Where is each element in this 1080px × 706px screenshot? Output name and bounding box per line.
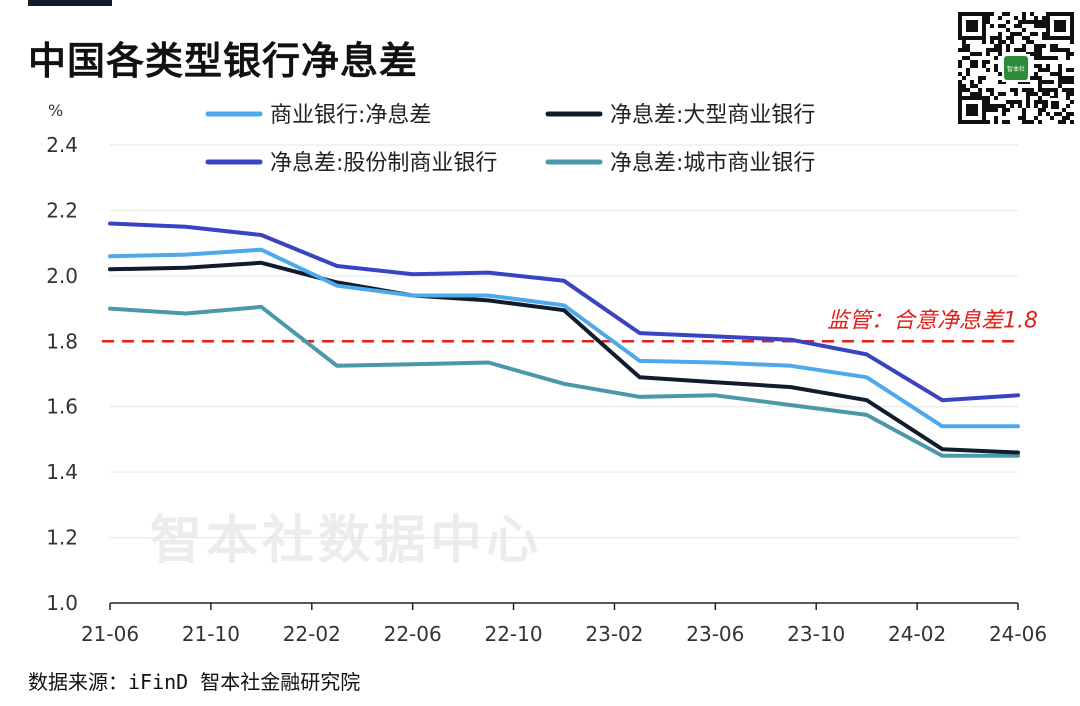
y-axis-unit: % <box>48 101 63 120</box>
qr-center-label: 智本社 <box>1007 65 1025 73</box>
x-tick-label: 22-06 <box>384 622 442 646</box>
source-note: 数据来源：iFinD 智本社金融研究院 <box>28 670 361 694</box>
y-tick-label: 1.0 <box>46 591 78 615</box>
y-tick-label: 2.4 <box>46 133 78 157</box>
y-tick-label: 1.8 <box>46 329 78 353</box>
x-tick-label: 22-02 <box>283 622 341 646</box>
y-tick-label: 2.0 <box>46 264 78 288</box>
x-tick-label: 21-10 <box>182 622 240 646</box>
y-tick-label: 1.4 <box>46 460 78 484</box>
series-line-1 <box>108 247 1020 429</box>
qr-code-image: 智本社 <box>958 12 1074 124</box>
x-tick-label: 21-06 <box>81 622 139 646</box>
legend-label: 净息差:城市商业银行 <box>610 151 815 176</box>
page-title: 中国各类型银行净息差 <box>28 39 419 83</box>
legend-label: 商业银行:净息差 <box>270 103 431 128</box>
watermark: 智本社数据中心 <box>150 511 543 571</box>
y-tick-label: 1.2 <box>46 526 78 550</box>
legend-label: 净息差:大型商业银行 <box>610 103 815 128</box>
reference-line-label: 监管：合意净息差1.8 <box>827 308 1038 333</box>
x-tick-label: 24-02 <box>888 622 946 646</box>
x-tick-label: 22-10 <box>484 622 542 646</box>
y-tick-label: 2.2 <box>46 198 78 222</box>
qr-center-logo <box>1004 56 1028 80</box>
series-line-3 <box>108 221 1020 403</box>
x-tick-label: 23-02 <box>585 622 643 646</box>
x-tick-label: 23-06 <box>686 622 744 646</box>
series-line-2 <box>108 260 1020 455</box>
x-tick-label: 23-10 <box>787 622 845 646</box>
series-line-4 <box>108 304 1020 458</box>
top-accent-bar <box>28 0 112 6</box>
legend-label: 净息差:股份制商业银行 <box>270 151 497 176</box>
y-tick-label: 1.6 <box>46 395 78 419</box>
x-tick-label: 24-06 <box>989 622 1047 646</box>
